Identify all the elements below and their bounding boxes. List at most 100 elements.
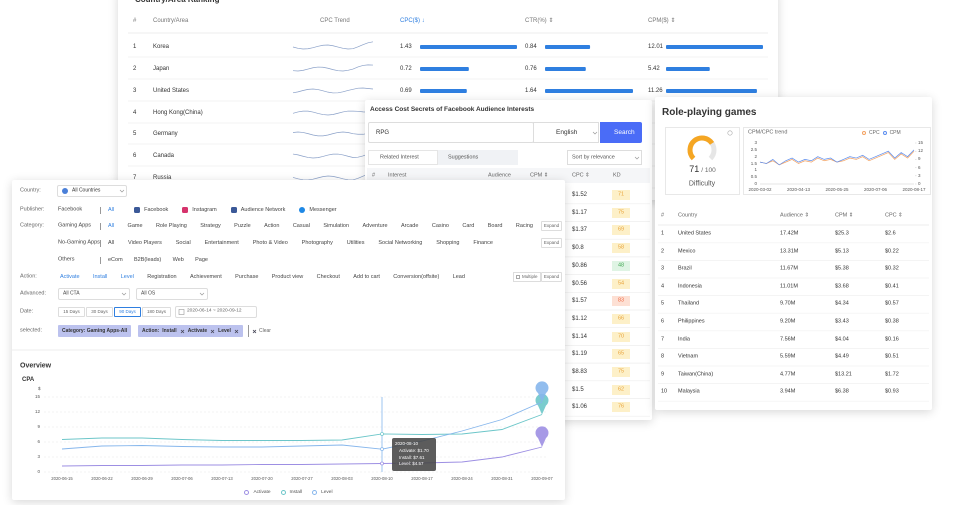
filter-option[interactable]: Conversion(offsite): [393, 274, 440, 280]
multiple-label[interactable]: Multiple: [522, 273, 538, 279]
button-label[interactable]: 15 Days: [63, 308, 80, 314]
sort-option[interactable]: Sort by relevance: [572, 154, 615, 161]
button[interactable]: [541, 221, 562, 231]
country-name: Germany: [153, 131, 178, 137]
select-value[interactable]: All CTA: [63, 290, 80, 297]
filter-option[interactable]: Action: [264, 223, 280, 229]
x-tick-label: 2020-08-24: [451, 475, 473, 481]
filter-option[interactable]: All: [108, 223, 115, 229]
select[interactable]: [136, 288, 208, 300]
language-select[interactable]: [533, 122, 599, 143]
button[interactable]: [58, 307, 85, 317]
search-button[interactable]: [600, 122, 642, 143]
tag-item: Activate: [187, 328, 208, 334]
filter-option[interactable]: Role Playing: [155, 223, 187, 229]
option-row: All Game Role Playing Strategy Puzzle Action C…: [108, 221, 533, 231]
cpc-value: $1.57: [572, 298, 588, 305]
filter-option[interactable]: Messenger: [309, 207, 337, 213]
remove-icon[interactable]: [234, 329, 239, 334]
section-title: Overview: [20, 362, 52, 370]
ctr-value: 1.64: [525, 88, 537, 94]
filter-option[interactable]: Registration: [147, 274, 177, 280]
remove-icon[interactable]: [252, 329, 257, 334]
button[interactable]: [541, 238, 562, 248]
country-value[interactable]: All Countries: [72, 187, 101, 194]
checkbox[interactable]: [516, 275, 520, 279]
filter-option[interactable]: Entertainment: [204, 240, 239, 246]
search-label[interactable]: Search: [614, 128, 635, 136]
value-bar: [545, 67, 586, 71]
filter-option[interactable]: B2B(leads): [134, 257, 162, 263]
button-label[interactable]: 180 Days: [146, 308, 167, 314]
country-select[interactable]: [57, 185, 127, 197]
cell: $0.51: [885, 353, 899, 360]
cpc-value: 1.43: [400, 44, 412, 50]
filter-option[interactable]: Utilities: [346, 240, 365, 246]
sort-select[interactable]: [567, 150, 642, 165]
filter-option[interactable]: Adventure: [362, 223, 388, 229]
filter-option[interactable]: Card: [462, 223, 475, 229]
search-input[interactable]: [368, 122, 534, 143]
button-label[interactable]: 90 Days: [119, 308, 136, 314]
filter-option[interactable]: Social: [175, 240, 191, 246]
button[interactable]: [541, 272, 562, 282]
y-tick-label: 0: [37, 468, 40, 474]
kd-badge: [612, 331, 630, 342]
filter-option[interactable]: Casual: [292, 223, 310, 229]
filter-option[interactable]: Simulation: [323, 223, 350, 229]
filter-option[interactable]: eCom: [108, 257, 123, 263]
filter-option[interactable]: Social Networking: [378, 240, 423, 246]
filter-option[interactable]: Photo & Video: [252, 240, 288, 246]
filter-option[interactable]: Web: [172, 257, 184, 263]
filter-option[interactable]: Arcade: [400, 223, 419, 229]
filter-option[interactable]: Shopping: [436, 240, 460, 246]
remove-icon-glyph: [180, 329, 184, 333]
filter-option[interactable]: Activate: [60, 274, 80, 280]
filter-option[interactable]: Puzzle: [234, 223, 251, 229]
value-bar: [420, 89, 467, 93]
filter-option[interactable]: Install: [92, 274, 108, 280]
button[interactable]: [114, 307, 141, 317]
filter-option[interactable]: Page: [195, 257, 208, 263]
filter-option[interactable]: Casino: [431, 223, 449, 229]
filter-option[interactable]: Add to cart: [353, 274, 380, 280]
filter-option[interactable]: Finance: [473, 240, 493, 246]
button[interactable]: [86, 307, 113, 317]
clear-link[interactable]: Clear: [248, 325, 271, 337]
filter-option[interactable]: Photography: [301, 240, 333, 246]
date-range-value[interactable]: 2020-06-14 ~ 2020-09-12: [187, 308, 242, 314]
filter-option[interactable]: Strategy: [200, 223, 221, 229]
select-value[interactable]: All OS: [141, 290, 156, 297]
filter-option[interactable]: Checkout: [316, 274, 340, 280]
cell: Thailand: [678, 300, 700, 307]
filter-option[interactable]: Racing: [515, 223, 533, 229]
select[interactable]: [58, 288, 130, 300]
tab[interactable]: Related Interest: [380, 154, 419, 161]
filter-option[interactable]: Lead: [452, 274, 465, 280]
date-range[interactable]: [175, 306, 257, 318]
filter-option[interactable]: Board: [487, 223, 503, 229]
remove-icon[interactable]: [210, 329, 215, 334]
filter-option[interactable]: All: [108, 240, 115, 246]
filter-option[interactable]: Instagram: [192, 207, 217, 213]
filter-option[interactable]: Level: [120, 274, 134, 280]
button-label[interactable]: 30 Days: [91, 308, 108, 314]
clear-label[interactable]: Clear: [259, 328, 271, 334]
cpc-value: $0.8: [572, 245, 584, 252]
tab[interactable]: Suggestions: [448, 154, 479, 161]
filter-option[interactable]: Product view: [271, 274, 304, 280]
filter-option[interactable]: Achievement: [189, 274, 222, 280]
multiple-toggle[interactable]: [513, 272, 541, 282]
filter-option[interactable]: Game: [127, 223, 143, 229]
tab-active[interactable]: [368, 150, 438, 165]
filter-option[interactable]: Purchase: [235, 274, 259, 280]
filter-option[interactable]: Audience Network: [240, 207, 286, 213]
filter-option[interactable]: Facebook: [144, 207, 169, 213]
button[interactable]: [142, 307, 171, 317]
button-label[interactable]: Expand: [543, 222, 560, 228]
button-label[interactable]: Expand: [543, 273, 560, 279]
filter-option[interactable]: Video Players: [128, 240, 162, 246]
filter-option[interactable]: All: [108, 207, 115, 213]
button-label[interactable]: Expand: [543, 239, 560, 245]
remove-icon[interactable]: [180, 329, 185, 334]
